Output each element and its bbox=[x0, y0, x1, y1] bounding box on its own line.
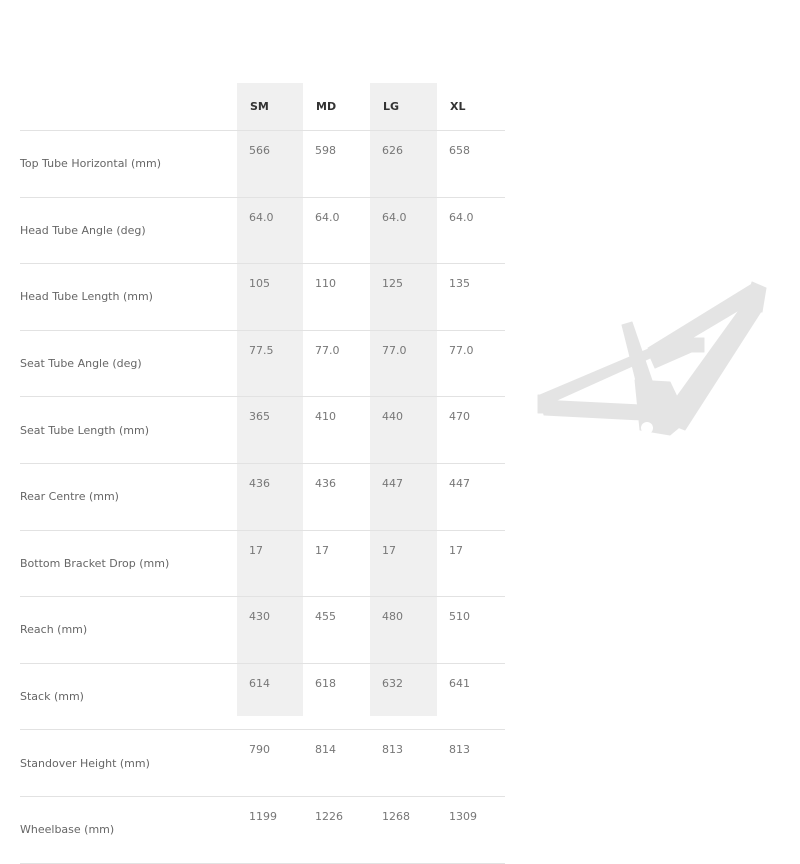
table-row: Bottom Bracket Drop (mm) 17 17 17 17 bbox=[20, 530, 505, 598]
cell-sm: 790 bbox=[237, 729, 303, 797]
cell-md: 1226 bbox=[303, 796, 370, 864]
cell-md: 17 bbox=[303, 530, 370, 598]
cell-xl: 1309 bbox=[437, 796, 505, 864]
row-label: Bottom Bracket Drop (mm) bbox=[20, 530, 237, 598]
table-row: Seat Tube Angle (deg) 77.5 77.0 77.0 77.0 bbox=[20, 330, 505, 398]
cell-sm: 105 bbox=[237, 263, 303, 331]
cell-lg: 632 bbox=[370, 663, 437, 731]
cell-sm: 436 bbox=[237, 463, 303, 531]
cell-xl: 658 bbox=[437, 130, 505, 198]
row-label: Wheelbase (mm) bbox=[20, 796, 237, 864]
cell-xl: 135 bbox=[437, 263, 505, 331]
cell-xl: 813 bbox=[437, 729, 505, 797]
row-label: Stack (mm) bbox=[20, 663, 237, 731]
cell-xl: 510 bbox=[437, 596, 505, 664]
table-row: Standover Height (mm) 790 814 813 813 bbox=[20, 729, 505, 797]
table-row: Reach (mm) 430 455 480 510 bbox=[20, 596, 505, 664]
cell-lg: 626 bbox=[370, 130, 437, 198]
cell-lg: 447 bbox=[370, 463, 437, 531]
geometry-table: SM MD LG XL Top Tube Horizontal (mm) 566 5… bbox=[20, 83, 505, 864]
cell-md: 110 bbox=[303, 263, 370, 331]
cell-md: 77.0 bbox=[303, 330, 370, 398]
row-label: Reach (mm) bbox=[20, 596, 237, 664]
table-row: Seat Tube Length (mm) 365 410 440 470 bbox=[20, 396, 505, 464]
cell-md: 410 bbox=[303, 396, 370, 464]
table-row: Top Tube Horizontal (mm) 566 598 626 658 bbox=[20, 130, 505, 198]
row-label: Seat Tube Angle (deg) bbox=[20, 330, 237, 398]
row-label: Top Tube Horizontal (mm) bbox=[20, 130, 237, 198]
header-sm: SM bbox=[237, 83, 303, 131]
cell-lg: 77.0 bbox=[370, 330, 437, 398]
table-row: Wheelbase (mm) 1199 1226 1268 1309 bbox=[20, 796, 505, 864]
cell-md: 64.0 bbox=[303, 197, 370, 265]
cell-sm: 430 bbox=[237, 596, 303, 664]
header-blank bbox=[20, 83, 237, 131]
cell-lg: 1268 bbox=[370, 796, 437, 864]
cell-sm: 17 bbox=[237, 530, 303, 598]
header-lg: LG bbox=[370, 83, 437, 131]
cell-lg: 440 bbox=[370, 396, 437, 464]
cell-xl: 447 bbox=[437, 463, 505, 531]
cell-xl: 470 bbox=[437, 396, 505, 464]
bike-frame-silhouette-icon bbox=[537, 281, 767, 436]
cell-sm: 64.0 bbox=[237, 197, 303, 265]
cell-sm: 365 bbox=[237, 396, 303, 464]
row-label: Rear Centre (mm) bbox=[20, 463, 237, 531]
header-md: MD bbox=[303, 83, 370, 131]
header-xl: XL bbox=[437, 83, 505, 131]
table-row: Head Tube Angle (deg) 64.0 64.0 64.0 64.0 bbox=[20, 197, 505, 265]
row-label: Head Tube Angle (deg) bbox=[20, 197, 237, 265]
cell-md: 598 bbox=[303, 130, 370, 198]
cell-sm: 1199 bbox=[237, 796, 303, 864]
row-label: Head Tube Length (mm) bbox=[20, 263, 237, 331]
cell-lg: 64.0 bbox=[370, 197, 437, 265]
cell-xl: 641 bbox=[437, 663, 505, 731]
cell-lg: 125 bbox=[370, 263, 437, 331]
table-row: Head Tube Length (mm) 105 110 125 135 bbox=[20, 263, 505, 331]
cell-sm: 566 bbox=[237, 130, 303, 198]
cell-sm: 614 bbox=[237, 663, 303, 731]
table-row: Rear Centre (mm) 436 436 447 447 bbox=[20, 463, 505, 531]
header-row: SM MD LG XL bbox=[20, 83, 505, 131]
cell-lg: 813 bbox=[370, 729, 437, 797]
cell-lg: 480 bbox=[370, 596, 437, 664]
cell-xl: 17 bbox=[437, 530, 505, 598]
cell-md: 455 bbox=[303, 596, 370, 664]
table-row: Stack (mm) 614 618 632 641 bbox=[20, 663, 505, 731]
cell-md: 436 bbox=[303, 463, 370, 531]
cell-sm: 77.5 bbox=[237, 330, 303, 398]
cell-md: 814 bbox=[303, 729, 370, 797]
cell-xl: 77.0 bbox=[437, 330, 505, 398]
cell-xl: 64.0 bbox=[437, 197, 505, 265]
row-label: Standover Height (mm) bbox=[20, 729, 237, 797]
cell-lg: 17 bbox=[370, 530, 437, 598]
cell-md: 618 bbox=[303, 663, 370, 731]
row-label: Seat Tube Length (mm) bbox=[20, 396, 237, 464]
